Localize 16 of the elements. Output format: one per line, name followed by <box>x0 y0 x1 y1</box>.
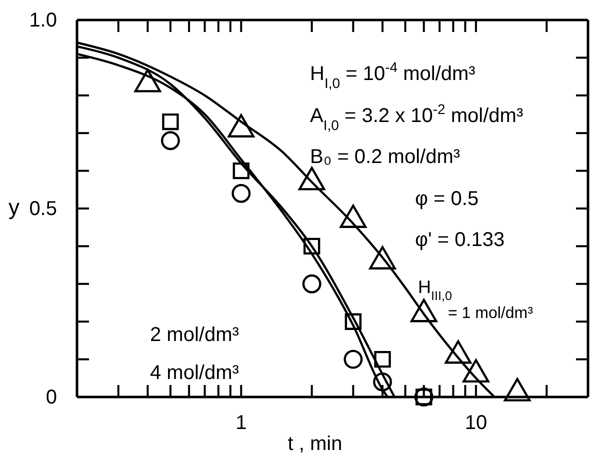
annotation: H$_{III,0}$ <box>418 277 452 303</box>
annotation: 4 mol/dm³ <box>150 362 240 384</box>
annotation: 2 mol/dm³ <box>150 324 240 346</box>
x-tick-label: 1 <box>236 412 247 434</box>
annotation: H$_{I,0}$ = 10$^{-4}$ mol/dm³ <box>310 59 476 91</box>
annotation: φ = 0.5 <box>415 188 479 210</box>
y-tick-label: 0.5 <box>29 198 57 220</box>
annotation: = 1 mol/dm³ <box>448 305 534 322</box>
annotation: A$_{I,0}$ = 3.2 x 10$^{-2}$ mol/dm³ <box>310 101 524 133</box>
y-tick-label: 0 <box>46 386 57 408</box>
annotation: φ' = 0.133 <box>415 229 505 251</box>
y-axis-title: y <box>8 194 20 220</box>
annotation: B₀ = 0.2 mol/dm³ <box>310 146 460 168</box>
x-tick-label: 10 <box>464 412 488 434</box>
x-axis-title: t , min <box>288 433 342 455</box>
y-tick-label: 1.0 <box>29 9 57 32</box>
